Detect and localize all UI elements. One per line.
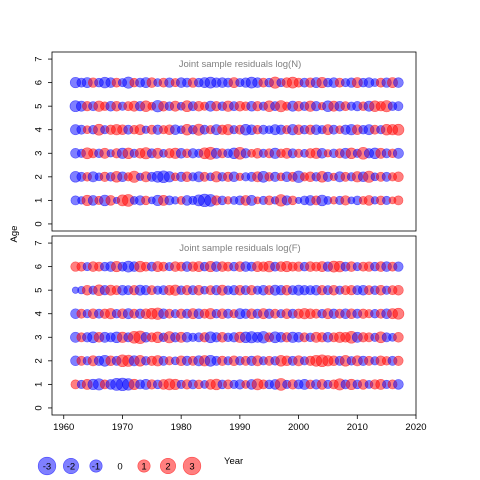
- legend-label-1: -2: [67, 462, 75, 473]
- y-tick-label-log-f-0: 0: [34, 405, 45, 410]
- panel-log-n-bubbles: [69, 76, 405, 208]
- y-tick-label-log-f-1: 1: [34, 382, 45, 387]
- y-tick-label-log-n-3: 3: [34, 151, 45, 156]
- legend-bubble-1: [63, 458, 79, 474]
- x-tick-label-1960: 1960: [53, 422, 74, 433]
- y-tick-label-log-n-0: 0: [34, 221, 45, 226]
- panel-log-f-frame: [51, 235, 417, 416]
- x-tick-label-2010: 2010: [347, 422, 368, 433]
- legend-label-2: -1: [92, 462, 100, 473]
- panel-log-n-frame: [51, 51, 417, 232]
- panel-log-f-title: Joint sample residuals log(F): [179, 243, 300, 254]
- legend-bubble-2: [89, 459, 103, 473]
- panel-log-n-title: Joint sample residuals log(N): [179, 59, 302, 70]
- bubble-log-f-age3-2017: [393, 332, 404, 343]
- y-tick-label-log-n-4: 4: [34, 127, 45, 132]
- bubble-log-n-age1-2017: [393, 195, 404, 206]
- y-tick-label-log-f-2: 2: [34, 358, 45, 363]
- y-tick-label-log-n-2: 2: [34, 174, 45, 179]
- bubble-log-n-age2-2017: [393, 171, 404, 183]
- panel-log-n: Joint sample residuals log(N): [51, 51, 417, 232]
- bubble-log-f-age5-2017: [393, 284, 404, 296]
- bubble-log-n-age6-2017: [393, 77, 404, 88]
- bubble-log-n-age3-2017: [392, 147, 404, 159]
- y-axis-panel-log-f: 0 1 2 3 4 5 6 7: [34, 240, 52, 411]
- y-tick-label-log-f-5: 5: [34, 288, 45, 293]
- bubble-log-n-age4-2017: [392, 123, 405, 136]
- y-tick-label-log-f-6: 6: [34, 264, 45, 269]
- x-tick-label-2000: 2000: [288, 422, 309, 433]
- legend-label-5: 2: [165, 462, 170, 473]
- bubble-log-f-age1-2017: [393, 379, 404, 390]
- y-axis-panel-log-n: 0 1 2 3 4 5 6 7: [34, 56, 52, 227]
- bubble-log-f-age2-2017: [393, 355, 404, 366]
- legend-label-4: 1: [141, 462, 146, 473]
- panel-log-f-bubbles: [70, 260, 405, 392]
- y-tick-label-log-n-5: 5: [34, 104, 45, 109]
- bubble-log-n-age5-2017: [393, 101, 404, 112]
- y-tick-label-log-f-7: 7: [34, 240, 45, 245]
- legend-bubble-4: [137, 459, 151, 473]
- y-tick-label-log-n-7: 7: [34, 56, 45, 61]
- bubble-size-legend: -3 -2 -1 0 1 2 3: [37, 456, 202, 476]
- bubble-log-f-age6-2017: [393, 261, 404, 272]
- legend-bubble-0: [37, 456, 57, 476]
- y-tick-label-log-n-6: 6: [34, 80, 45, 85]
- legend-bubble-5: [160, 458, 176, 474]
- x-axis-title: Year: [224, 456, 243, 467]
- y-tick-label-log-f-3: 3: [34, 335, 45, 340]
- x-axis: 1960 1970 1980 1990 2000 2010 2020: [53, 415, 427, 433]
- x-tick-label-1980: 1980: [171, 422, 192, 433]
- bubble-log-f-age4-2017: [392, 307, 405, 320]
- legend-label-6: 3: [189, 462, 194, 473]
- legend-label-0: -3: [43, 462, 51, 473]
- y-tick-label-log-f-4: 4: [34, 311, 45, 316]
- y-tick-label-log-n-1: 1: [34, 198, 45, 203]
- y-axis-title: Age: [9, 226, 20, 243]
- panel-log-f: Joint sample residuals log(F): [51, 235, 417, 416]
- x-tick-label-1990: 1990: [229, 422, 250, 433]
- legend-bubble-6: [182, 456, 202, 476]
- x-tick-label-1970: 1970: [112, 422, 133, 433]
- x-tick-label-2020: 2020: [405, 422, 426, 433]
- legend-label-3: 0: [117, 462, 122, 473]
